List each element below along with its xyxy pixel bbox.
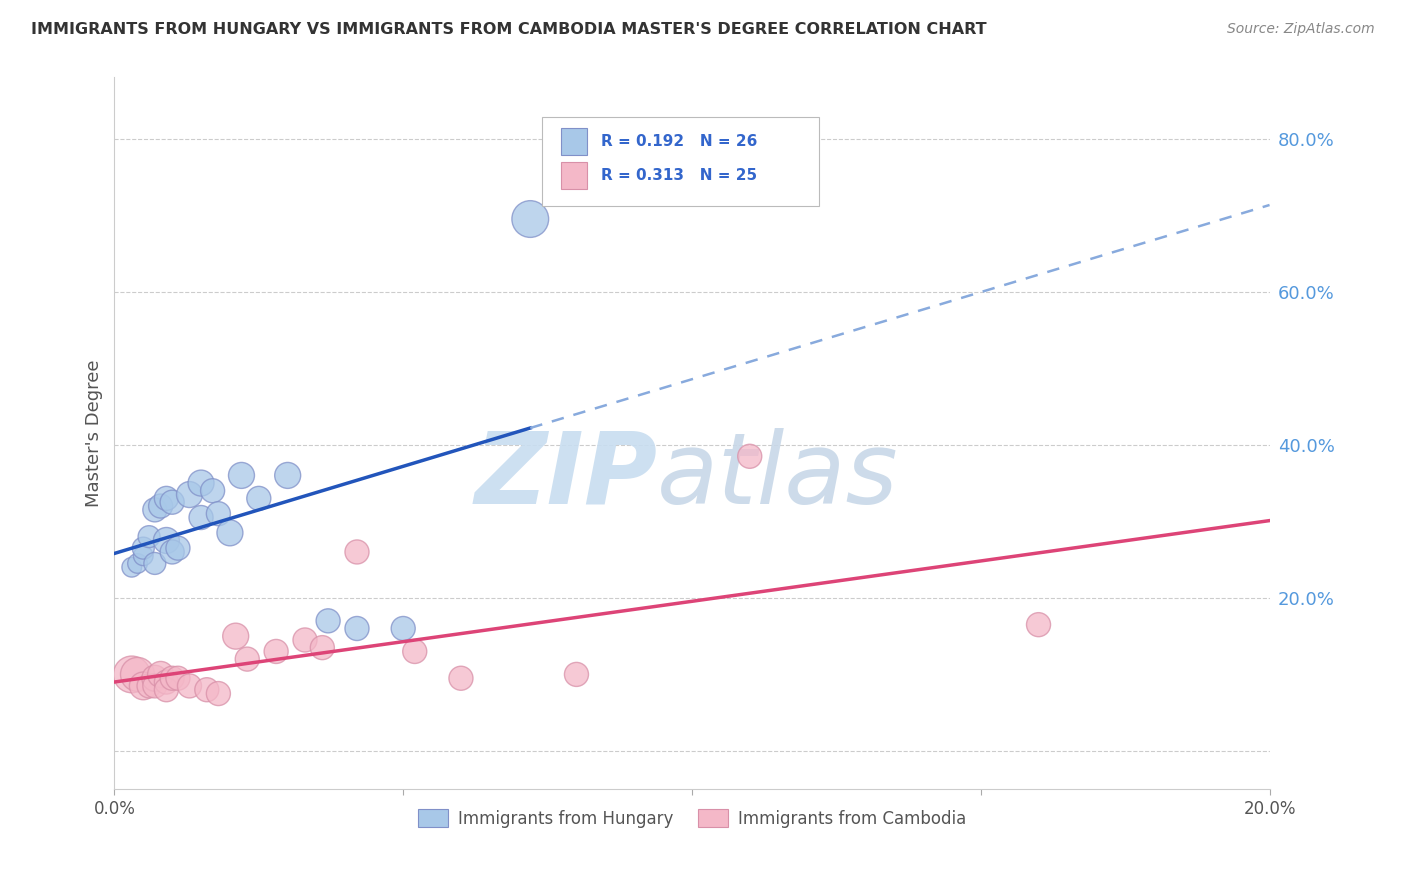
Point [179,487,201,501]
Point [127,667,149,681]
Point [207,687,229,701]
Point [247,491,270,506]
Point [392,622,415,636]
Point [236,652,259,666]
Point [219,525,242,540]
Point [316,614,339,628]
FancyBboxPatch shape [561,128,586,155]
Point [231,468,253,483]
Point [155,491,177,506]
Point [149,667,172,681]
Point [565,667,588,681]
Point [311,640,333,655]
FancyBboxPatch shape [541,117,820,205]
Text: R = 0.313   N = 25: R = 0.313 N = 25 [600,169,756,183]
Point [160,495,183,509]
Point [167,541,190,555]
FancyBboxPatch shape [561,162,586,189]
Point [346,622,368,636]
Point [160,545,183,559]
Point [207,507,229,521]
Point [132,679,155,693]
Point [143,679,166,693]
Point [132,549,155,563]
Point [294,632,316,647]
Point [121,560,143,574]
Point [143,503,166,517]
Point [264,644,287,658]
Point [519,212,541,227]
Text: Source: ZipAtlas.com: Source: ZipAtlas.com [1227,22,1375,37]
Point [346,545,368,559]
Point [195,682,218,697]
Point [143,557,166,571]
Y-axis label: Master's Degree: Master's Degree [86,359,103,507]
Point [121,667,143,681]
Point [149,499,172,513]
Text: ZIP: ZIP [474,427,658,524]
Text: IMMIGRANTS FROM HUNGARY VS IMMIGRANTS FROM CAMBODIA MASTER'S DEGREE CORRELATION : IMMIGRANTS FROM HUNGARY VS IMMIGRANTS FR… [31,22,987,37]
Point [738,450,761,464]
Point [155,675,177,690]
Point [155,682,177,697]
Point [132,541,155,555]
Point [155,533,177,548]
Point [138,679,160,693]
Point [1028,617,1050,632]
Point [404,644,426,658]
Text: R = 0.192   N = 26: R = 0.192 N = 26 [600,134,756,149]
Text: atlas: atlas [658,427,898,524]
Point [138,530,160,544]
Point [190,476,212,491]
Point [201,483,224,498]
Point [190,510,212,524]
Point [167,671,190,685]
Point [127,557,149,571]
Point [143,671,166,685]
Legend: Immigrants from Hungary, Immigrants from Cambodia: Immigrants from Hungary, Immigrants from… [411,803,973,834]
Point [277,468,299,483]
Point [160,671,183,685]
Point [179,679,201,693]
Point [450,671,472,685]
Point [225,629,247,643]
